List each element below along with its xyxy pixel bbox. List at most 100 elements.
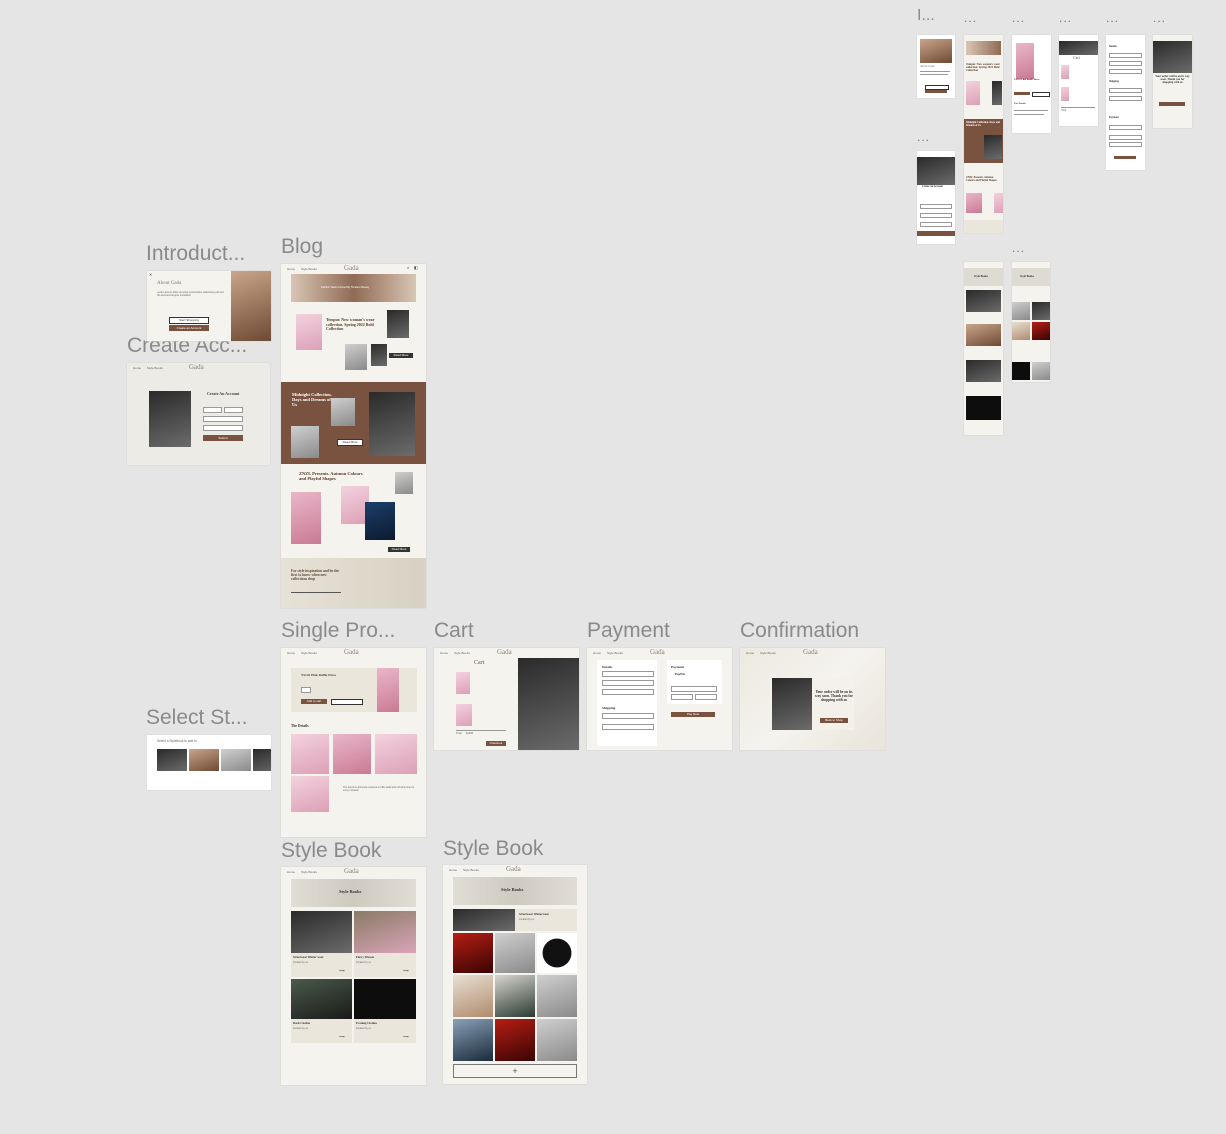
nav-home[interactable]: Home (449, 868, 458, 872)
mobile-frame-style-books[interactable]: Style Books (964, 262, 1003, 435)
mobile-frame-create-account[interactable]: Create An Account (917, 151, 955, 244)
mobile-card-field-3[interactable] (1109, 142, 1142, 147)
brand-logo[interactable]: Gada (344, 648, 359, 656)
frame-style-book-detail[interactable]: Home Style Books Gada Style Books Street… (443, 865, 587, 1084)
look-photo-3[interactable] (537, 933, 577, 973)
nav-home[interactable]: Home (133, 366, 142, 370)
frame-style-book[interactable]: Home Style Books Gada Style Books Street… (281, 867, 426, 1085)
last-name-field[interactable] (224, 407, 243, 413)
password-field[interactable] (203, 425, 243, 431)
add-look-button[interactable]: + (453, 1064, 577, 1078)
mobile-name-field[interactable] (920, 204, 952, 209)
mobile-frame-cart[interactable]: Cart Total (1059, 35, 1098, 126)
frame-single-product[interactable]: Home Style Books Gada YSOO Pink Ruffle D… (281, 648, 426, 837)
nav-home[interactable]: Home (287, 651, 296, 655)
mobile-details-field-1[interactable] (1109, 53, 1142, 58)
frame-label-mobile-5[interactable]: ... (1106, 11, 1120, 25)
mobile-shipping-field-2[interactable] (1109, 96, 1142, 101)
mobile-details-field-3[interactable] (1109, 69, 1142, 74)
cart-icon[interactable]: ◧ (414, 265, 418, 270)
pay-now-button[interactable]: Pay Now (671, 712, 715, 717)
select-style-option-3[interactable] (221, 749, 251, 771)
mobile-email-field[interactable] (920, 213, 952, 218)
look-photo-7[interactable] (453, 1019, 493, 1061)
shipping-field-1[interactable] (602, 713, 654, 719)
frame-blog[interactable]: Home Style Books Gada ⌕ ◧ Fashion Week I… (281, 264, 426, 608)
first-name-field[interactable] (203, 407, 222, 413)
mobile-add-to-cart-button[interactable] (1014, 92, 1030, 95)
submit-button[interactable]: Submit (203, 435, 243, 441)
nav-style-books[interactable]: Style Books (607, 651, 623, 655)
start-shopping-button[interactable]: Start Shopping (169, 317, 209, 324)
look-photo-1[interactable] (453, 933, 493, 973)
mobile-style-book-1[interactable] (966, 290, 1001, 312)
mobile-details-field-2[interactable] (1109, 61, 1142, 66)
mobile-look-2[interactable] (1032, 302, 1050, 320)
nav-home[interactable]: Home (593, 651, 602, 655)
nav-style-books[interactable]: Style Books (301, 651, 317, 655)
nav-style-books[interactable]: Style Books (147, 366, 163, 370)
create-account-button[interactable]: Create an Account (169, 325, 209, 331)
checkout-button[interactable]: Checkout (486, 741, 506, 746)
frame-label-style-book[interactable]: Style Book (281, 839, 382, 862)
frame-label-payment[interactable]: Payment (587, 619, 670, 642)
nav-style-books[interactable]: Style Books (463, 868, 479, 872)
mobile-frame-intro[interactable]: About Gada (917, 35, 955, 98)
nav-style-books[interactable]: Style Books (760, 651, 776, 655)
arrow-right-icon[interactable]: ⟶ (339, 1034, 345, 1039)
email-field[interactable] (203, 416, 243, 422)
arrow-right-icon[interactable]: ⟶ (403, 968, 409, 973)
look-photo-4[interactable] (453, 975, 493, 1017)
look-photo-5[interactable] (495, 975, 535, 1017)
nav-home[interactable]: Home (287, 267, 296, 271)
frame-label-mobile-3[interactable]: ... (1012, 11, 1026, 25)
expiry-field[interactable] (671, 694, 693, 700)
nav-style-books[interactable]: Style Books (301, 870, 317, 874)
frame-label-mobile-4[interactable]: ... (1059, 11, 1073, 25)
mobile-frame-style-book-detail[interactable]: Style Books (1012, 262, 1050, 382)
frame-select-style[interactable]: Select a Stylebook to add to (147, 735, 271, 790)
mobile-style-book-3[interactable] (966, 360, 1001, 382)
frame-label-single-product[interactable]: Single Pro... (281, 619, 396, 642)
size-select[interactable] (301, 687, 311, 693)
mobile-look-6[interactable] (1032, 362, 1050, 380)
frame-label-mobile-intro[interactable]: I... (917, 7, 935, 24)
mobile-style-book-4[interactable] (966, 396, 1001, 420)
brand-logo[interactable]: Gada (344, 867, 359, 875)
mobile-shipping-field-1[interactable] (1109, 88, 1142, 93)
add-to-cart-button[interactable]: Add to cart (301, 699, 327, 704)
nav-home[interactable]: Home (440, 651, 449, 655)
mobile-frame-blog[interactable]: Tempur. New woman's wear collection. Spr… (964, 35, 1003, 233)
search-icon[interactable]: ⌕ (407, 265, 410, 270)
nav-home[interactable]: Home (287, 870, 296, 874)
frame-cart[interactable]: Home Style Books Gada Cart Total $1480 C… (434, 648, 579, 750)
look-photo-6[interactable] (537, 975, 577, 1017)
mobile-start-shopping-button[interactable] (925, 85, 949, 90)
frame-payment[interactable]: Home Style Books Gada Details Shipping P… (587, 648, 732, 750)
brand-logo[interactable]: Gada (497, 648, 512, 656)
mobile-look-1[interactable] (1012, 302, 1030, 320)
card-number-field[interactable] (671, 686, 717, 692)
post3-read-more-button[interactable]: Read More (388, 547, 410, 552)
post1-read-more-button[interactable]: Read More (389, 353, 413, 358)
select-style-option-2[interactable] (189, 749, 219, 771)
look-photo-2[interactable] (495, 933, 535, 973)
arrow-right-icon[interactable]: ⟶ (403, 1034, 409, 1039)
mobile-back-to-shop-button[interactable] (1159, 102, 1185, 106)
mobile-password-field[interactable] (920, 222, 952, 227)
frame-label-confirmation[interactable]: Confirmation (740, 619, 860, 642)
details-field-3[interactable] (602, 689, 654, 695)
mobile-pay-now-button[interactable] (1114, 156, 1136, 159)
mobile-create-account-button[interactable] (925, 90, 947, 93)
nav-home[interactable]: Home (746, 651, 755, 655)
mobile-look-3[interactable] (1012, 322, 1030, 340)
look-photo-9[interactable] (537, 1019, 577, 1061)
details-field-1[interactable] (602, 671, 654, 677)
mobile-card-field[interactable] (1109, 125, 1142, 130)
brand-logo[interactable]: Gada (344, 264, 359, 272)
newsletter-email-field[interactable] (291, 592, 341, 593)
frame-label-select-style[interactable]: Select St... (146, 706, 248, 729)
paypal-option[interactable]: PayPal (675, 672, 685, 676)
cvv-field[interactable] (695, 694, 717, 700)
frame-create-account[interactable]: Home Style Books Gada Create An Account … (127, 363, 270, 465)
